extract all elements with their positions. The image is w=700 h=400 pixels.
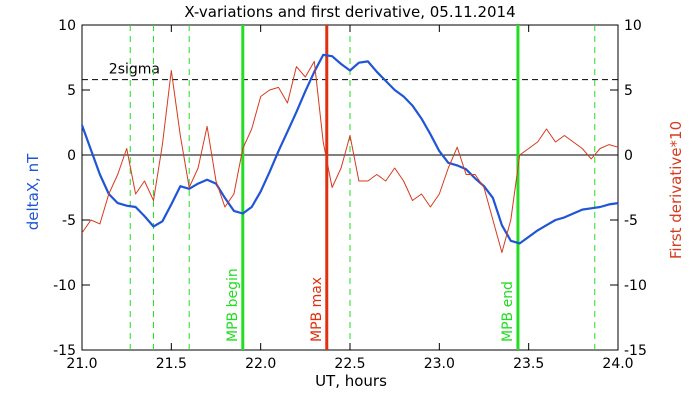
y-tick-label-right: 10	[624, 18, 642, 34]
vertical-marker-label: MPB end	[500, 281, 516, 342]
y-tick-label-left: -5	[62, 213, 76, 229]
x-tick-label: 22.5	[334, 356, 365, 372]
y-tick-label-right: 5	[624, 83, 633, 99]
x-tick-label: 21.0	[66, 356, 97, 372]
vertical-marker-label: MPB max	[309, 277, 325, 342]
right-axis-label: First derivative*10	[667, 121, 685, 259]
x-tick-label: 24.0	[602, 356, 633, 372]
y-tick-label-right: -15	[624, 343, 647, 359]
x-tick-label: 22.0	[245, 356, 276, 372]
left-axis-label: deltaX, nT	[24, 153, 42, 230]
y-tick-label-left: -10	[53, 278, 76, 294]
y-tick-label-left: 0	[67, 148, 76, 164]
y-tick-label-left: 10	[58, 18, 76, 34]
y-tick-label-right: 0	[624, 148, 633, 164]
y-tick-label-left: 5	[67, 83, 76, 99]
x-tick-label: 23.5	[513, 356, 544, 372]
threshold-label: 2sigma	[109, 62, 160, 78]
deltax-line	[80, 53, 619, 245]
y-tick-label-right: -5	[624, 213, 638, 229]
chart-title: X-variations and first derivative, 05.11…	[184, 3, 515, 21]
derivative-line	[81, 60, 619, 253]
plot-area: 2sigma MPB begin MPB max MPB end 21.0 21.5 22.…	[53, 18, 647, 372]
y-tick-label-right: -10	[624, 278, 647, 294]
x-tick-label: 21.5	[156, 356, 187, 372]
x-axis-label: UT, hours	[315, 372, 387, 390]
vertical-marker-label: MPB begin	[225, 268, 241, 342]
y-tick-label-left: -15	[53, 343, 76, 359]
x-tick-label: 23.0	[424, 356, 455, 372]
